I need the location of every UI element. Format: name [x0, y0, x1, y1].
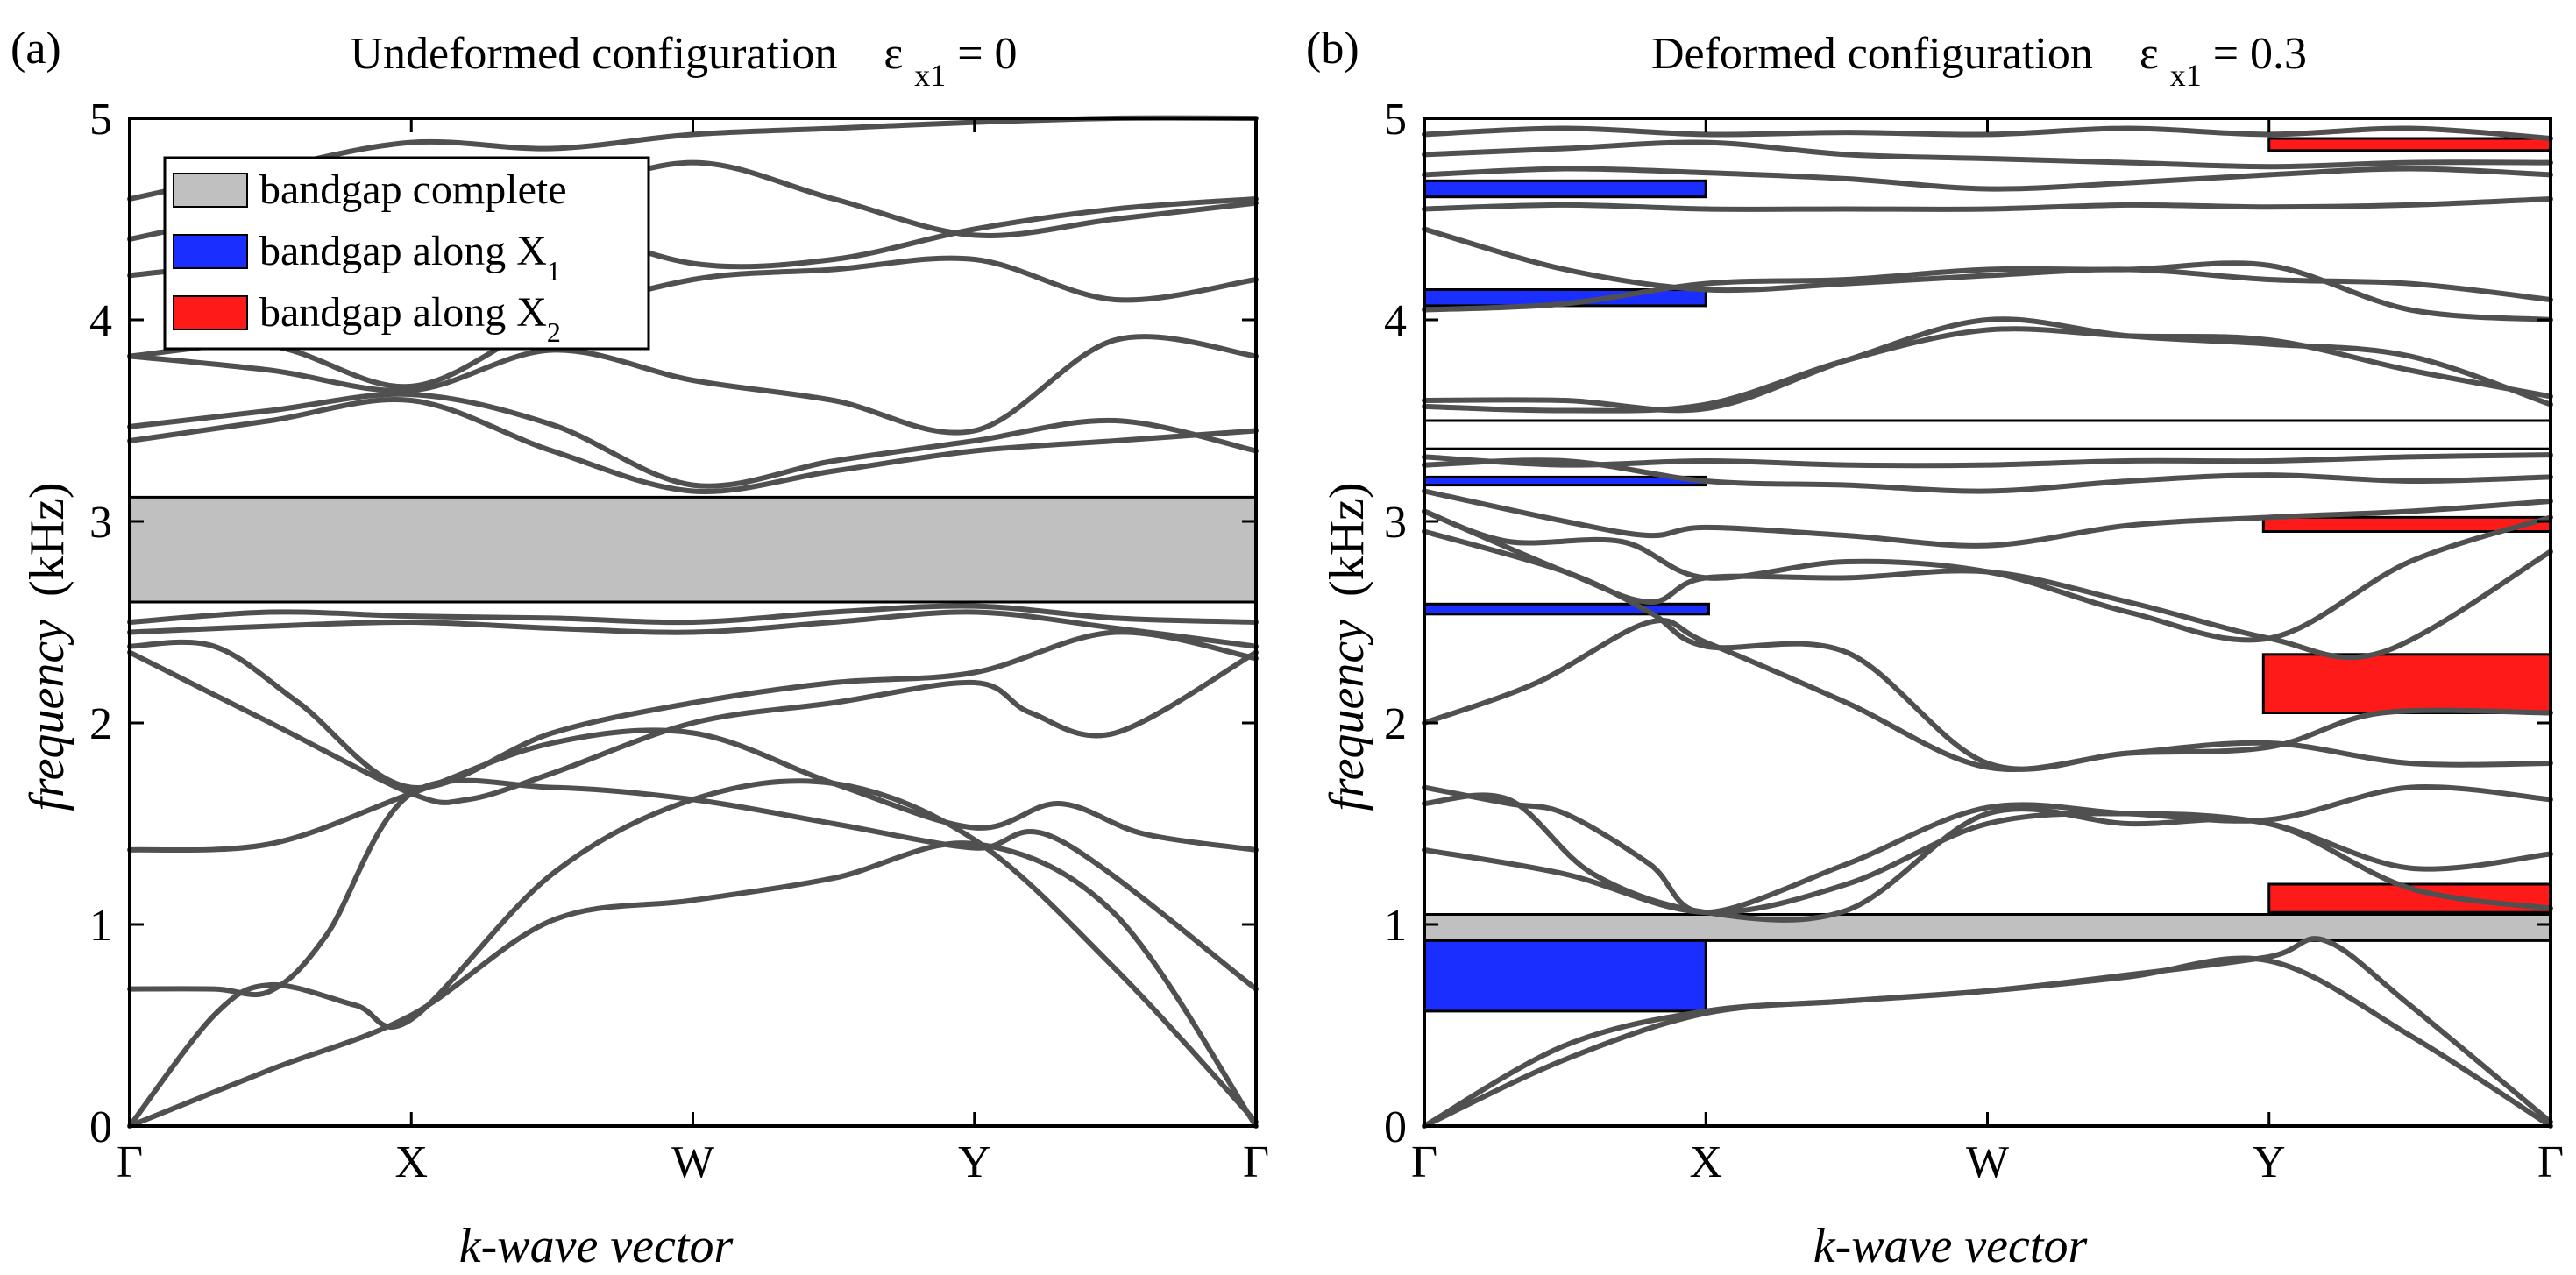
panel-a-y-axis-label-unit: (kHz) — [20, 482, 75, 597]
panel-a-x-tick-label-0: Γ — [117, 1137, 143, 1187]
panel-a-bandgaps — [128, 495, 1258, 604]
panel-a-title: Undeformed configuration ε x1 = 0 — [350, 29, 1017, 93]
panel-a-bands — [127, 115, 1259, 1129]
panel-b-band-line-18 — [1422, 166, 2553, 192]
panel-b-strain-subscript: x1 — [2170, 58, 2202, 93]
legend-label-x2: bandgap along X2 — [259, 289, 561, 348]
panel-b-y-axis-label-unit: (kHz) — [1320, 482, 1374, 597]
panel-b-band-line-5 — [1422, 784, 2553, 916]
panel-b-bandgap-complete-1 — [1423, 419, 2552, 450]
panel-a-band-line-10 — [127, 391, 1259, 489]
panel-b-title-text: Deformed configuration — [1651, 29, 2093, 79]
panel-b-bandgap-x2-8 — [2261, 653, 2552, 714]
panel-a-x-axis-label: k-wave vector — [459, 1219, 734, 1273]
panel-a-band-line-7 — [127, 609, 1259, 649]
panel-a-strain-symbol: ε — [884, 29, 903, 79]
legend: bandgap complete bandgap along X1 bandga… — [163, 156, 650, 351]
panel-a-band-line-3 — [127, 777, 1259, 998]
panel-b-x-tick-label-0: Γ — [1411, 1137, 1437, 1187]
panel-b-band-line-16 — [1422, 226, 2553, 302]
panel-a-band-line-1 — [127, 840, 1259, 1129]
panel-a-y-tick-label-5: 5 — [89, 95, 112, 145]
panel-a-band-line-5 — [127, 649, 1259, 805]
panel-b-strain-symbol: ε — [2140, 29, 2159, 79]
panel-b-y-tick-label-5: 5 — [1384, 95, 1407, 145]
panel-a-y-tick-label-2: 2 — [89, 699, 112, 749]
panel-b-bandgap-x1-3 — [1423, 602, 1710, 616]
panel-a-band-line-12 — [127, 255, 1259, 390]
panel-b-x-tick-label-2: W — [1966, 1137, 2009, 1187]
panel-b-strain-value: = 0.3 — [2213, 29, 2307, 79]
panel-a-bandgap-complete-0 — [128, 495, 1258, 604]
panel-a-band-line-4 — [127, 727, 1259, 854]
panel-b-y-tick-label-4: 4 — [1384, 296, 1407, 346]
panel-a-band-line-6 — [127, 629, 1259, 790]
panel-b-y-tick-label-3: 3 — [1384, 498, 1407, 548]
panel-b-band-line-20 — [1422, 125, 2553, 141]
panel-b-band-line-8 — [1422, 508, 2553, 661]
panel-b-band-line-19 — [1422, 139, 2553, 170]
legend-swatch-complete — [173, 173, 248, 208]
panel-b: (b) Deformed configuration ε x1 = 0.3 Γ X… — [1306, 24, 2564, 1273]
panel-a-y-tick-label-4: 4 — [89, 296, 112, 346]
panel-a-strain-value: = 0 — [957, 29, 1017, 79]
panel-b-band-line-12 — [1422, 452, 2553, 469]
panel-b-bands — [1422, 125, 2553, 1129]
panel-a-x-tick-label-4: Γ — [1243, 1137, 1269, 1187]
panel-a-y-axis-label: frequency (kHz) — [20, 482, 75, 811]
panel-a-x-tick-label-3: Y — [958, 1137, 991, 1187]
legend-label-complete: bandgap complete — [259, 166, 567, 213]
panel-a-label: (a) — [11, 24, 61, 74]
panel-b-y-tick-label-0: 0 — [1384, 1102, 1407, 1152]
panel-a-band-line-9 — [127, 397, 1259, 494]
legend-swatch-x2 — [173, 295, 248, 330]
panel-b-band-line-4 — [1422, 811, 2553, 916]
panel-a-y-tick-label-0: 0 — [89, 1102, 112, 1152]
panel-a: (a) Undeformed configuration ε x1 = 0 Γ X… — [11, 24, 1269, 1273]
panel-b-y-tick-label-1: 1 — [1384, 901, 1407, 951]
panel-b-x-tick-label-4: Γ — [2537, 1137, 2564, 1187]
panel-b-title: Deformed configuration ε x1 = 0.3 — [1651, 29, 2307, 93]
panel-b-band-line-13 — [1422, 316, 2553, 414]
panel-b-bandgap-x2-10 — [2267, 137, 2552, 152]
panel-b-band-line-14 — [1422, 326, 2553, 414]
legend-swatch-x1 — [173, 234, 248, 269]
panel-b-y-axis-label: frequency (kHz) — [1320, 482, 1374, 811]
panel-b-y-axis-label-text: frequency — [1320, 620, 1374, 811]
panel-b-band-line-15 — [1422, 260, 2553, 322]
panel-b-band-line-17 — [1422, 196, 2553, 212]
panel-b-band-line-9 — [1422, 508, 2553, 643]
panel-b-bandgap-complete-0 — [1423, 913, 2552, 942]
panel-a-x-tick-label-1: X — [394, 1137, 428, 1187]
panel-a-x-tick-label-2: W — [671, 1137, 714, 1187]
panel-b-label: (b) — [1306, 24, 1359, 74]
panel-a-band-line-8 — [127, 603, 1259, 626]
panel-b-y-tick-label-2: 2 — [1384, 699, 1407, 749]
panel-a-y-tick-label-3: 3 — [89, 498, 112, 548]
panel-a-strain-subscript: x1 — [914, 58, 946, 93]
panel-b-bandgap-x1-2 — [1423, 939, 1707, 1013]
panel-b-x-axis-label: k-wave vector — [1813, 1219, 2088, 1273]
panel-a-y-tick-label-1: 1 — [89, 901, 112, 951]
panel-b-bandgap-x1-6 — [1423, 179, 1707, 199]
panel-b-x-tick-label-3: Y — [2253, 1137, 2286, 1187]
panel-b-band-line-6 — [1422, 617, 2553, 773]
panel-a-band-line-2 — [127, 778, 1259, 1129]
panel-b-band-line-2 — [1422, 936, 2553, 1129]
panel-a-band-line-11 — [127, 334, 1259, 436]
panel-a-y-axis-label-text: frequency — [20, 620, 75, 811]
panel-a-title-text: Undeformed configuration — [350, 29, 837, 79]
panel-b-x-tick-label-1: X — [1689, 1137, 1722, 1187]
panel-b-band-line-10 — [1422, 488, 2553, 549]
panel-b-bandgap-x1-4 — [1423, 475, 1707, 487]
legend-label-x1: bandgap along X1 — [259, 228, 561, 287]
